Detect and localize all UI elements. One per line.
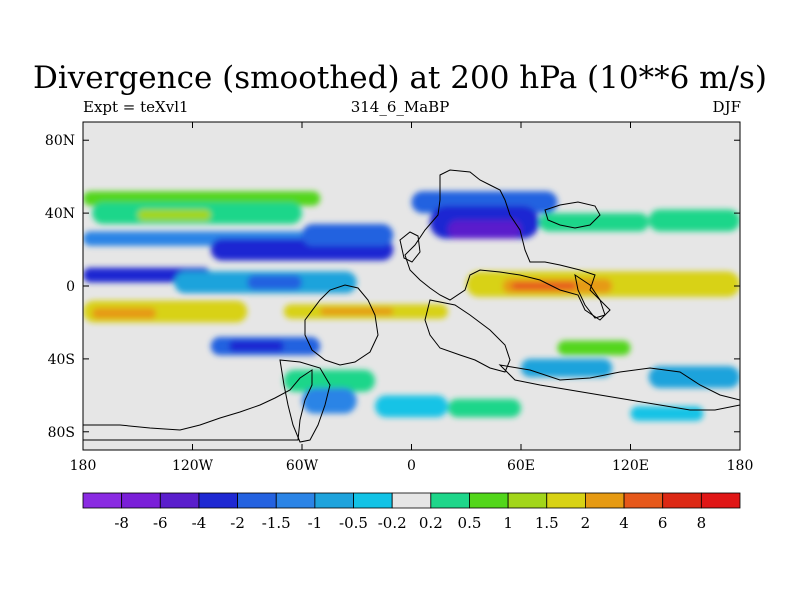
- colorbar-swatch: [314, 492, 354, 509]
- colorbar-swatch: [546, 492, 586, 509]
- contour-region: [320, 307, 394, 316]
- x-tick-label: 120E: [612, 458, 649, 474]
- colorbar-swatch: [237, 492, 277, 509]
- contour-region: [557, 340, 631, 356]
- colorbar-swatch: [353, 492, 393, 509]
- colorbar-label: 6: [658, 514, 668, 532]
- coastlines: [83, 169, 740, 443]
- run-label: 314_6_MaBP: [350, 98, 450, 116]
- contour-region: [229, 340, 284, 352]
- contour-region: [511, 282, 576, 290]
- contour-region: [83, 377, 175, 389]
- y-tick-label: 80N: [45, 133, 75, 149]
- contour-region: [283, 369, 375, 392]
- colorbar-label: 2: [581, 514, 591, 532]
- chart-title: Divergence (smoothed) at 200 hPa (10**6 …: [33, 60, 767, 96]
- x-tick-label: 60E: [507, 458, 535, 474]
- y-tick-label: 0: [66, 279, 75, 295]
- colorbar-label: -4: [192, 514, 207, 532]
- colorbar-swatch: [585, 492, 625, 509]
- colorbar-label: -1: [308, 514, 323, 532]
- colorbar-swatch: [469, 492, 509, 509]
- contour-region: [448, 220, 521, 239]
- contour-region: [137, 209, 211, 221]
- contour-region: [302, 388, 357, 414]
- contour-region: [630, 406, 704, 421]
- colorbar-swatch: [623, 492, 664, 509]
- colorbar-label: 8: [697, 514, 707, 532]
- contour-region: [448, 398, 521, 418]
- contour-region: [648, 366, 740, 389]
- colorbar-swatch: [198, 492, 238, 509]
- colorbar-label: -1.5: [262, 514, 291, 532]
- contour-region: [539, 213, 649, 232]
- colorbar-label: 0.5: [458, 514, 482, 532]
- contour-region: [247, 275, 302, 290]
- x-tick-label: 120W: [172, 458, 214, 474]
- colorbar-swatch: [507, 492, 548, 509]
- contour-region: [375, 395, 448, 418]
- contour-fills: [83, 191, 740, 421]
- colorbar-swatch: [82, 492, 123, 509]
- colorbar-label: 1: [503, 514, 513, 532]
- colorbar-label: -2: [230, 514, 245, 532]
- colorbar-swatch: [121, 492, 161, 509]
- colorbar-label: -0.5: [339, 514, 368, 532]
- colorbar-swatch: [159, 492, 200, 509]
- y-tick-label: 80S: [48, 425, 75, 441]
- y-tick-label: 40S: [48, 352, 75, 368]
- y-tick-label: 40N: [45, 206, 75, 222]
- x-tick-label: 0: [407, 458, 416, 474]
- colorbar-label: 0.2: [419, 514, 443, 532]
- x-tick-label: 180: [727, 458, 754, 474]
- colorbar: -8 -6 -4 -2 -1.5 -1 -0.5 -0.2 0.2 0.5 1 1.5 2 4 6 8: [82, 492, 741, 532]
- colorbar-label: -0.2: [378, 514, 407, 532]
- experiment-label: Expt = teXvl1: [83, 98, 189, 116]
- colorbar-swatch: [430, 492, 470, 509]
- x-tick-label: 180: [70, 458, 97, 474]
- colorbar-label: 4: [619, 514, 629, 532]
- colorbar-label: -6: [153, 514, 168, 532]
- colorbar-swatch: [700, 492, 741, 509]
- colorbar-swatch: [275, 492, 316, 509]
- colorbar-label: -8: [114, 514, 129, 532]
- season-label: DJF: [712, 98, 741, 116]
- x-tick-label: 60W: [286, 458, 319, 474]
- contour-region: [648, 209, 740, 232]
- contour-region: [521, 358, 613, 378]
- contour-region: [92, 307, 156, 319]
- contour-region: [302, 224, 394, 246]
- colorbar-label: 1.5: [535, 514, 559, 532]
- colorbar-swatch: [391, 492, 432, 509]
- axes: 180 120W 60W 0 60E 120E 180 80N 40N 0 40S 80S: [45, 122, 753, 474]
- colorbar-swatch: [662, 492, 702, 509]
